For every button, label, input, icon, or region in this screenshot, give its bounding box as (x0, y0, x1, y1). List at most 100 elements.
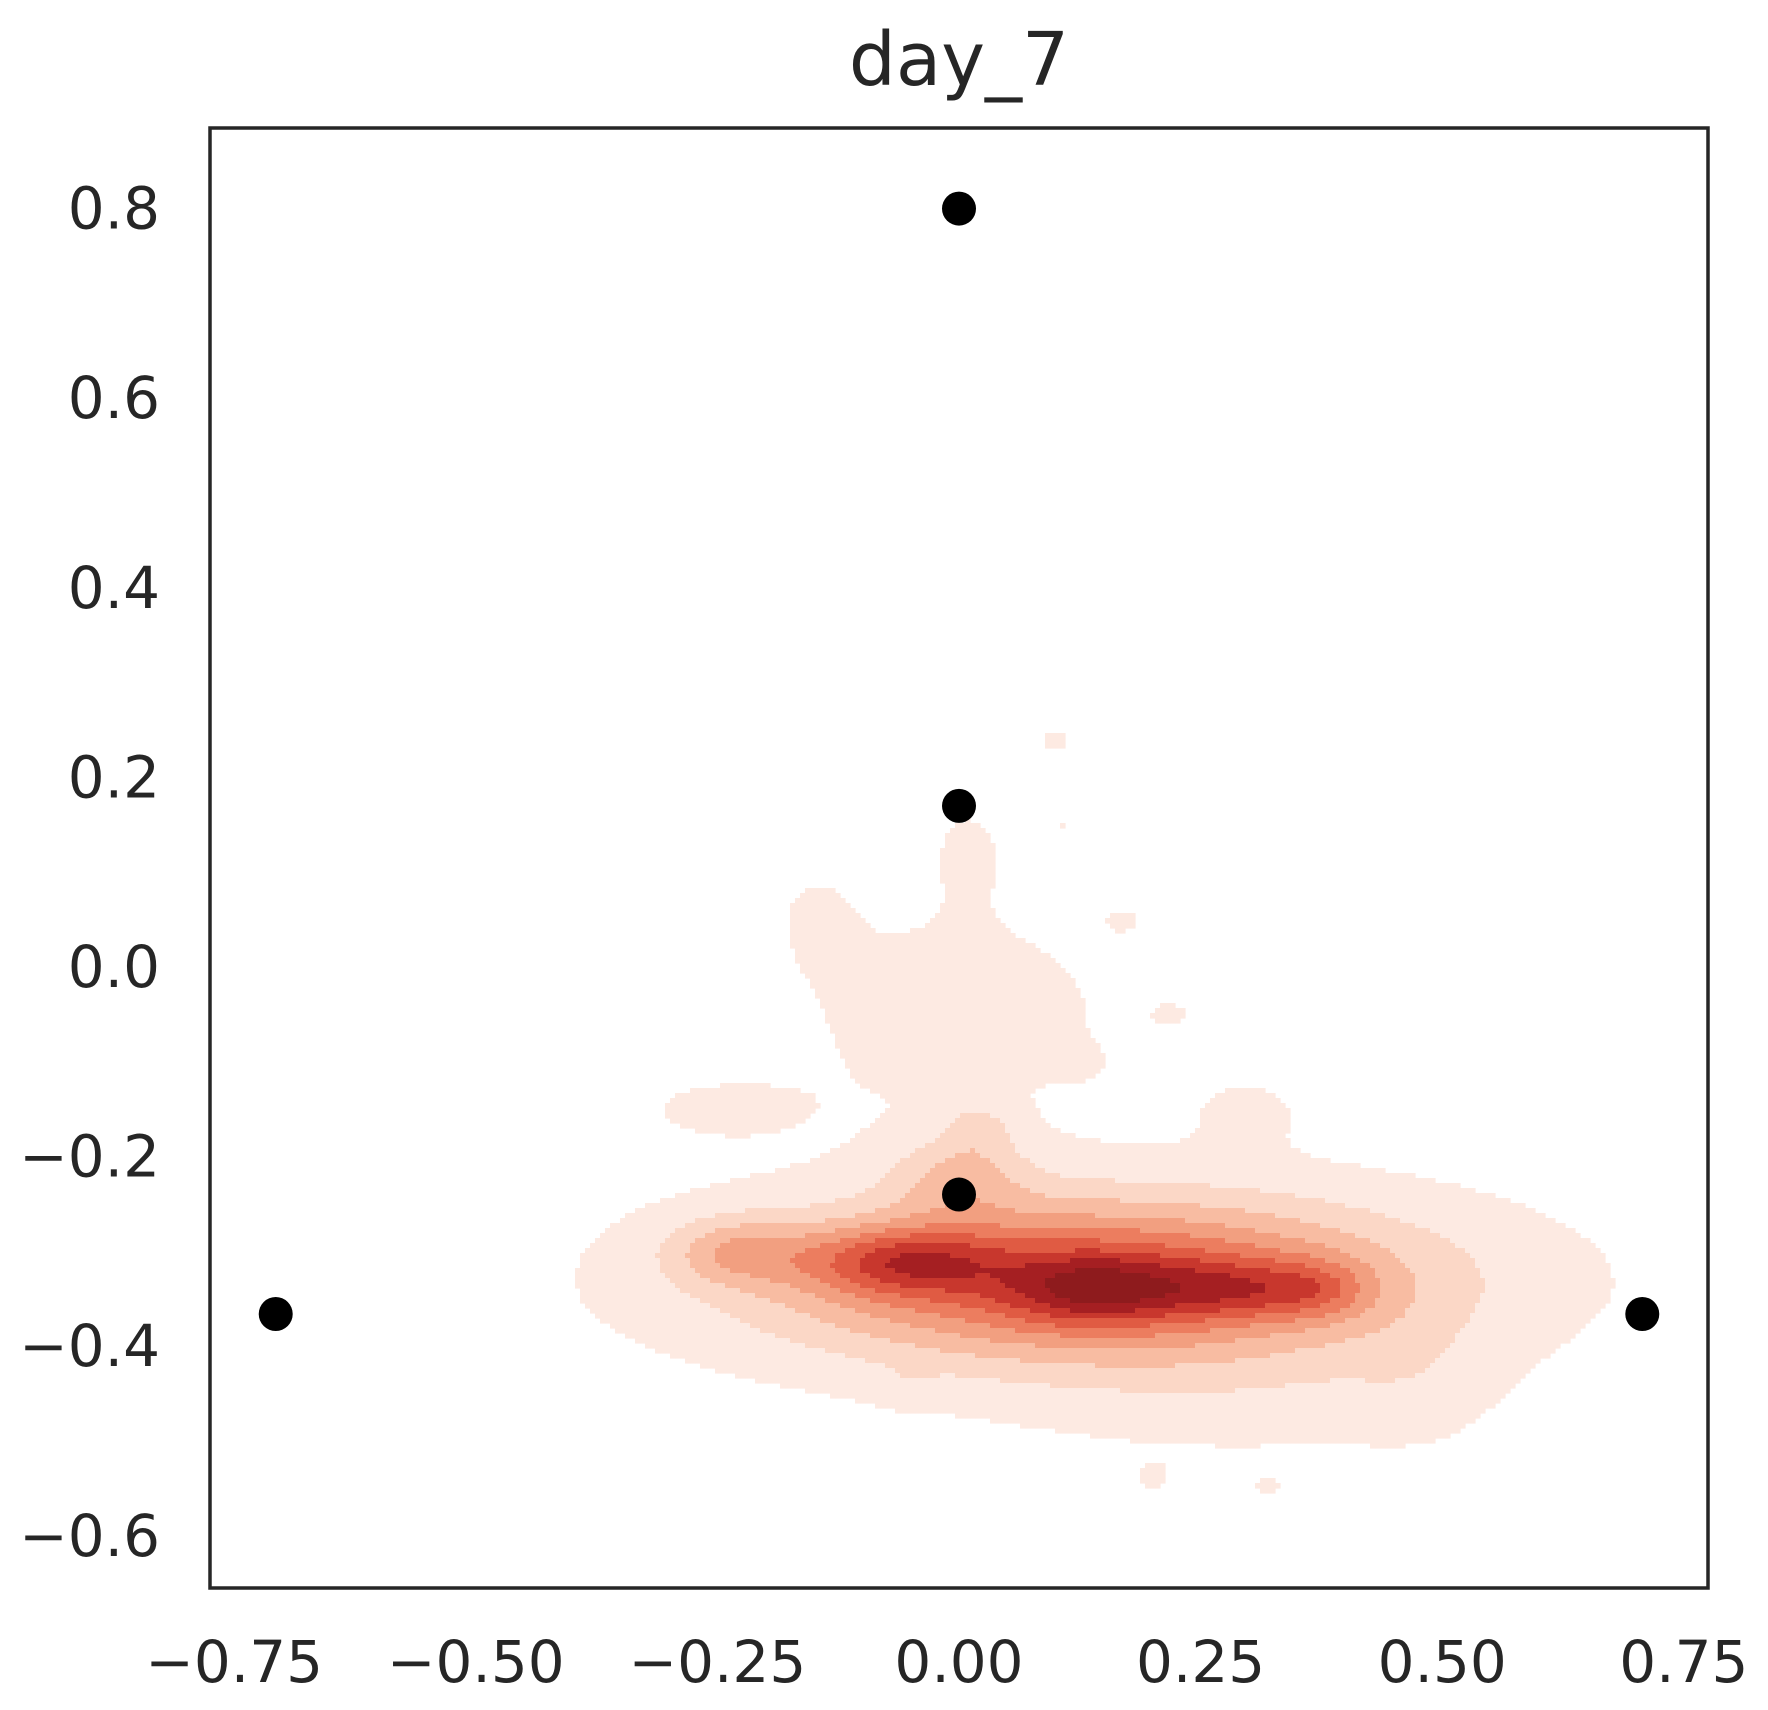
density-cell (745, 1123, 751, 1129)
density-cell (1100, 1198, 1106, 1204)
density-cell (980, 1203, 986, 1209)
density-cell (915, 1098, 921, 1104)
density-cell (1075, 1063, 1081, 1069)
density-cell (1035, 1138, 1041, 1144)
density-cell (770, 1213, 776, 1219)
density-cell (925, 1043, 931, 1049)
density-cell (1285, 1108, 1291, 1114)
density-cell (980, 1008, 986, 1014)
density-cell (995, 1063, 1001, 1069)
density-cell (1420, 1188, 1426, 1194)
density-cell (960, 853, 966, 859)
density-cell (755, 1103, 761, 1109)
density-cell (860, 1153, 866, 1159)
density-cell (890, 1103, 896, 1109)
density-cell (1275, 1158, 1281, 1164)
density-cell (1000, 1023, 1006, 1029)
density-cell (800, 938, 806, 944)
density-cell (975, 833, 981, 839)
density-cell (805, 903, 811, 909)
density-cell (895, 1008, 901, 1014)
density-cell (885, 963, 891, 969)
density-cell (925, 968, 931, 974)
density-cell (700, 1188, 706, 1194)
density-cell (910, 1198, 916, 1204)
density-cell (990, 1008, 996, 1014)
density-cell (895, 1203, 901, 1209)
density-cell (795, 1113, 801, 1119)
density-cell (715, 1213, 721, 1219)
density-cell (1200, 1148, 1206, 1154)
density-cell (1220, 1103, 1226, 1109)
density-cell (945, 1073, 951, 1079)
density-cell (830, 888, 836, 894)
density-cell (925, 1058, 931, 1064)
density-cell (930, 1153, 936, 1159)
density-cell (850, 1048, 856, 1054)
density-cell (1035, 1023, 1041, 1029)
density-cell (1385, 1203, 1391, 1209)
density-cell (900, 973, 906, 979)
density-cell (885, 1118, 891, 1124)
density-cell (960, 838, 966, 844)
density-cell (1070, 1078, 1076, 1084)
density-cell (1040, 1168, 1046, 1174)
density-cell (810, 978, 816, 984)
density-cell (1215, 1138, 1221, 1144)
density-cell (920, 998, 926, 1004)
density-cell (1140, 1143, 1146, 1149)
density-cell (1030, 1123, 1036, 1129)
density-cell (880, 1158, 886, 1164)
density-cell (1025, 1128, 1031, 1134)
density-cell (1015, 943, 1021, 949)
density-cell (1420, 1198, 1426, 1204)
density-cell (975, 1193, 981, 1199)
density-cell (985, 1128, 991, 1134)
density-cell (845, 1188, 851, 1194)
density-cell (1415, 1193, 1421, 1199)
density-cell (875, 998, 881, 1004)
density-cell (1080, 1003, 1086, 1009)
density-cell (805, 1108, 811, 1114)
density-cell (710, 1213, 716, 1219)
density-cell (1050, 1128, 1056, 1134)
density-cell (1480, 1213, 1486, 1219)
density-cell (775, 1118, 781, 1124)
density-cell (880, 953, 886, 959)
density-cell (1050, 1143, 1056, 1149)
density-cell (1280, 1148, 1286, 1154)
density-cell (940, 938, 946, 944)
density-cell (1210, 1168, 1216, 1174)
density-cell (1215, 1148, 1221, 1154)
density-cell (1135, 1213, 1141, 1219)
density-cell (1225, 1113, 1231, 1119)
density-cell (720, 1208, 726, 1214)
density-cell (970, 903, 976, 909)
density-cell (955, 893, 961, 899)
density-cell (755, 1173, 761, 1179)
density-cell (1205, 1138, 1211, 1144)
density-cell (1530, 1213, 1536, 1219)
density-cell (1050, 733, 1056, 739)
density-cell (985, 833, 991, 839)
density-cell (795, 1173, 801, 1179)
density-cell (1305, 1183, 1311, 1189)
density-cell (1050, 1198, 1056, 1204)
density-cell (840, 1168, 846, 1174)
density-cell (1215, 1213, 1221, 1219)
density-cell (860, 1038, 866, 1044)
density-cell (705, 1213, 711, 1219)
density-cell (985, 1118, 991, 1124)
density-cell (1175, 1173, 1181, 1179)
density-cell (895, 1143, 901, 1149)
density-cell (1250, 1093, 1256, 1099)
density-cell (1270, 1163, 1276, 1169)
density-cell (835, 1038, 841, 1044)
density-cell (925, 958, 931, 964)
density-cell (1015, 988, 1021, 994)
density-cell (1095, 1193, 1101, 1199)
density-cell (990, 883, 996, 889)
density-cell (1010, 983, 1016, 989)
density-cell (1060, 1008, 1066, 1014)
density-cell (1040, 1133, 1046, 1139)
